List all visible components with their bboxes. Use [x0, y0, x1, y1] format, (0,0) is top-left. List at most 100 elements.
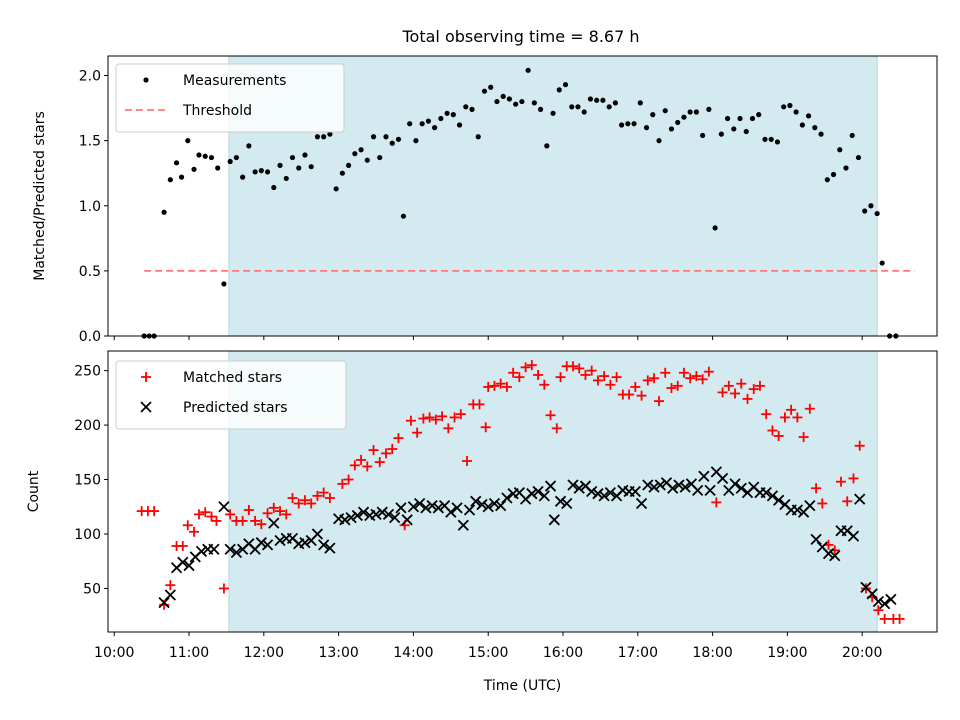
measurement-point: [352, 151, 358, 157]
matched-star-point: [761, 409, 772, 420]
legend-box: [115, 63, 345, 133]
measurement-point: [494, 98, 500, 105]
predicted-star-point: [230, 546, 243, 559]
measurement-point: [413, 138, 419, 144]
matched-star-point: [418, 413, 429, 424]
measurement-point: [550, 110, 556, 116]
measurement-point: [283, 175, 289, 182]
top-y-tick-label: 1.5: [79, 134, 101, 150]
measurement-point: [419, 121, 425, 127]
measurement-point: [233, 154, 240, 161]
matched-star-point: [194, 509, 205, 520]
top-y-tick-label: 1.0: [79, 199, 101, 215]
predicted-star-point: [648, 481, 660, 493]
top-plot-panel: 0.00.51.01.52.0 Matched/Predicted stars …: [32, 55, 938, 345]
measurement-point: [271, 184, 277, 191]
matched-star-point: [873, 605, 884, 616]
measurement-point: [185, 138, 191, 144]
measurement-point: [830, 171, 837, 178]
measurement-point: [762, 136, 768, 142]
matched-star-point: [343, 474, 354, 485]
measurement-point: [178, 174, 185, 180]
matched-star-point: [177, 540, 188, 551]
predicted-star-point: [791, 504, 804, 516]
measurement-point: [681, 114, 687, 120]
measurement-point: [737, 115, 743, 122]
predicted-star-point: [544, 480, 557, 492]
matched-star-point: [703, 366, 714, 377]
matched-star-point: [624, 389, 635, 400]
measurement-point: [569, 104, 575, 110]
measurement-point: [289, 154, 296, 161]
predicted-star-point: [872, 595, 885, 608]
matched-star-point: [268, 502, 279, 513]
predicted-star-point: [704, 484, 716, 497]
predicted-star-point: [470, 495, 482, 507]
measurement-point: [264, 169, 271, 175]
predicted-star-point: [538, 490, 550, 502]
measurement-point: [631, 121, 637, 127]
top-y-tick-label: 2.0: [79, 69, 101, 85]
predicted-star-point: [357, 506, 370, 518]
matched-star-point: [243, 505, 254, 516]
measurement-point: [525, 67, 531, 73]
matched-star-point: [393, 433, 404, 444]
measurement-point: [463, 104, 469, 110]
matched-star-point: [636, 390, 647, 401]
matched-star-point: [218, 583, 229, 594]
matched-star-point: [555, 372, 566, 383]
matched-star-point: [811, 483, 822, 494]
predicted-star-point: [526, 488, 538, 500]
measurement-point: [600, 97, 606, 103]
measurement-point: [812, 125, 818, 131]
measurement-point: [513, 101, 519, 107]
measurement-point: [196, 152, 202, 158]
measurement-point: [793, 109, 799, 115]
measurement-point: [321, 134, 327, 140]
predicted-star-point: [463, 504, 476, 516]
measurement-point: [450, 112, 456, 118]
bottom-plot-panel: 50 100 150 200 250 10:00 11:00 12:00 13:00 14:00…: [26, 350, 938, 694]
x-tick-label: 20:00: [842, 645, 882, 661]
predicted-star-point: [389, 512, 401, 524]
matched-star-point: [836, 476, 847, 487]
predicted-star-point: [426, 500, 438, 512]
measurement-point: [700, 132, 706, 139]
measurement-point: [855, 154, 862, 161]
x-tick-label: 13:00: [318, 645, 358, 661]
measurement-point: [606, 104, 612, 110]
measurement-point: [756, 112, 762, 118]
top-plot-frame: [107, 55, 938, 337]
matched-star-point: [685, 373, 696, 384]
predicted-star-point: [482, 501, 494, 513]
chart-title: Total observing time = 8.67 h: [401, 27, 639, 46]
matched-star-point: [368, 445, 379, 456]
x-tick-label: 18:00: [692, 645, 732, 661]
measurement-point: [781, 104, 787, 110]
measurement-point: [519, 98, 525, 105]
predicted-star-point: [810, 533, 822, 546]
measurement-point: [481, 88, 488, 94]
measurement-point: [749, 115, 756, 122]
measurement-point: [252, 169, 258, 175]
matched-star-point: [723, 380, 734, 391]
measurement-point: [637, 100, 643, 106]
matched-star-point: [275, 506, 286, 517]
measurement-point: [562, 82, 569, 88]
measurement-point: [824, 177, 830, 183]
measurement-point: [849, 132, 855, 139]
measurement-point: [687, 109, 693, 115]
measurement-point: [258, 168, 264, 174]
top-y-tick-label: 0.0: [79, 329, 101, 345]
predicted-star-point: [673, 479, 685, 491]
matched-star-point: [474, 399, 485, 410]
bottom-y-tick-label: 250: [74, 364, 101, 380]
predicted-star-point: [255, 537, 267, 549]
predicted-star-point: [177, 556, 189, 568]
top-plot-marks: [141, 67, 915, 339]
measurement-point: [208, 154, 215, 161]
matched-star-point: [200, 507, 211, 518]
top-y-axis-label: Matched/Predicted stars: [32, 111, 48, 281]
measurement-point: [240, 174, 246, 180]
predicted-star-point: [324, 542, 336, 554]
